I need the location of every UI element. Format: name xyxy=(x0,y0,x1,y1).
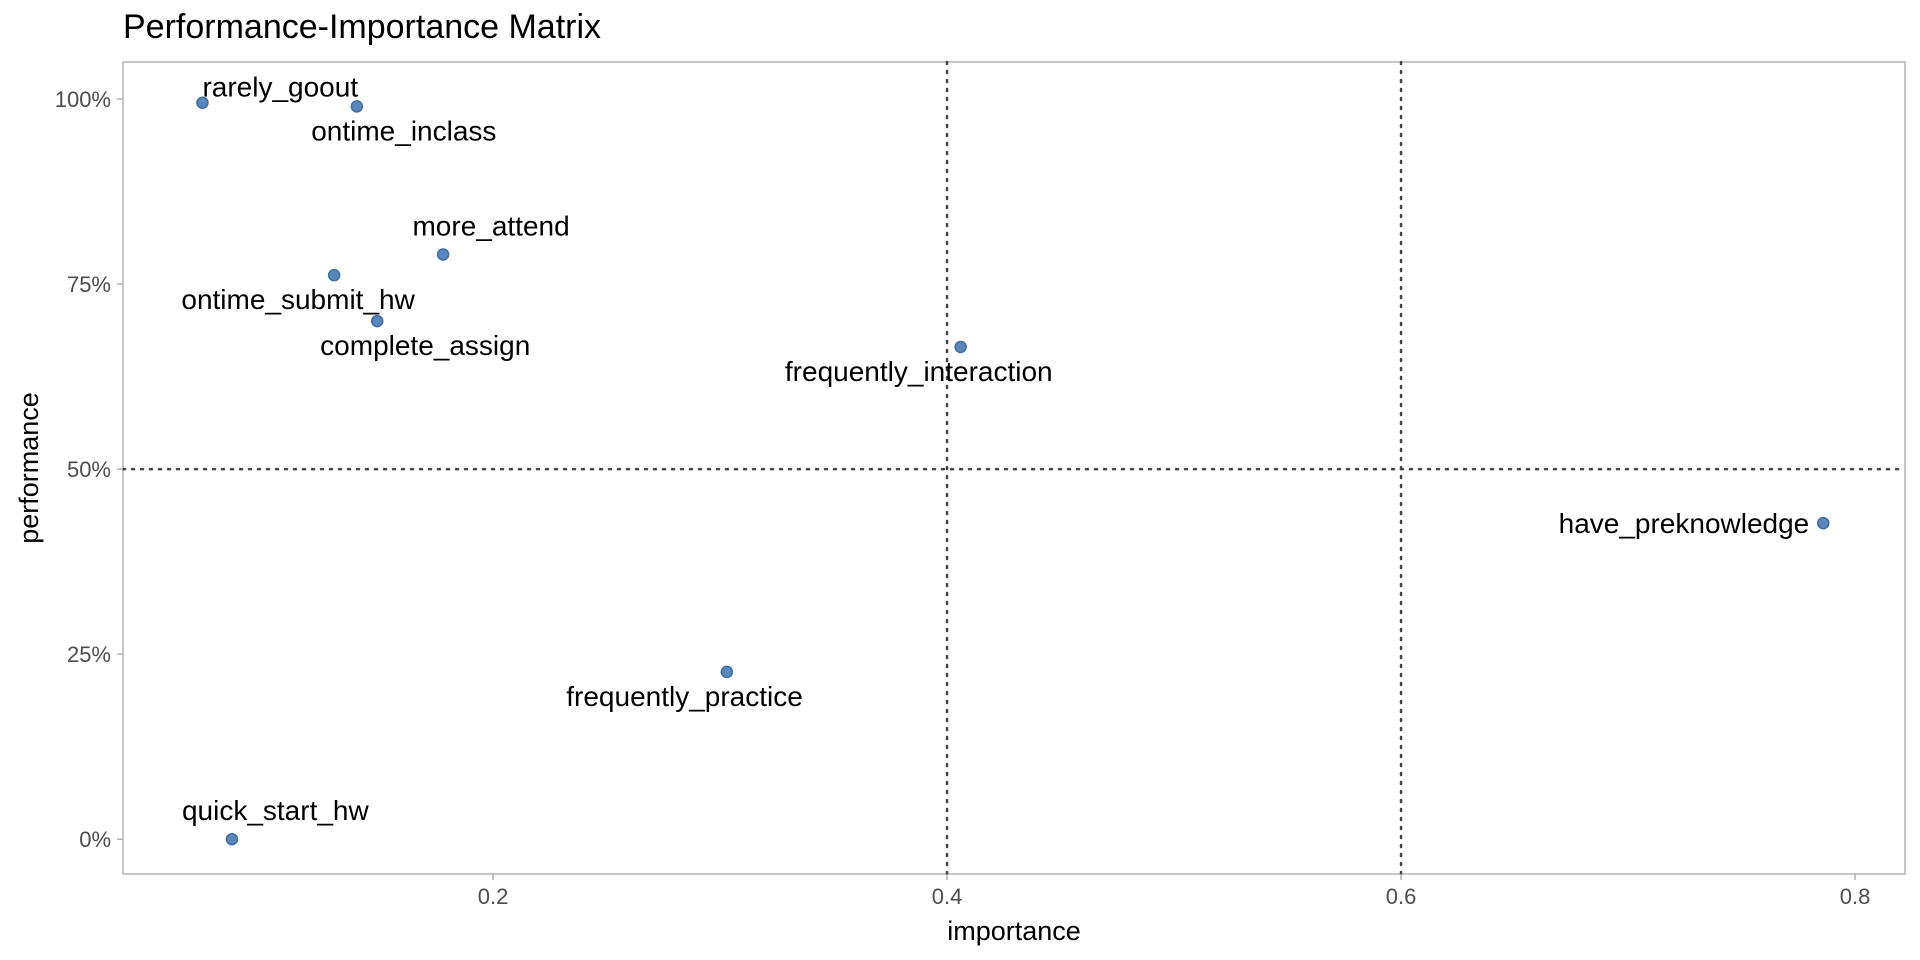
y-tick-label: 25% xyxy=(67,642,111,667)
y-tick-label: 100% xyxy=(55,87,111,112)
data-point xyxy=(720,665,734,679)
x-axis: 0.2 0.4 0.6 0.8 xyxy=(478,874,1871,909)
data-point xyxy=(370,314,384,328)
y-axis-title: performance xyxy=(14,392,44,544)
y-axis: 0% 25% 50% 75% 100% xyxy=(55,87,123,852)
data-label: rarely_goout xyxy=(202,72,358,103)
y-tick-label: 0% xyxy=(79,827,111,852)
y-tick-label: 50% xyxy=(67,457,111,482)
y-tick-label: 75% xyxy=(67,272,111,297)
data-point xyxy=(350,100,364,113)
x-tick-label: 0.8 xyxy=(1840,884,1871,909)
x-tick-label: 0.4 xyxy=(932,884,963,909)
data-point xyxy=(1817,516,1830,530)
data-label: ontime_submit_hw xyxy=(181,284,415,315)
data-point xyxy=(225,832,239,846)
data-label: complete_assign xyxy=(320,330,530,361)
data-label: have_preknowledge xyxy=(1559,508,1810,539)
data-label: more_attend xyxy=(412,210,569,241)
data-label: frequently_interaction xyxy=(785,356,1053,387)
x-tick-label: 0.2 xyxy=(478,884,509,909)
x-axis-title: importance xyxy=(947,916,1081,946)
data-point xyxy=(327,268,341,282)
x-tick-label: 0.6 xyxy=(1386,884,1417,909)
data-label: frequently_practice xyxy=(566,681,803,712)
data-points xyxy=(196,96,1830,846)
reference-lines xyxy=(121,60,1907,876)
data-labels: rarely_goout ontime_inclass more_attendont… xyxy=(181,72,1809,826)
data-label: ontime_inclass xyxy=(311,115,496,146)
data-point xyxy=(436,248,450,261)
data-point xyxy=(196,96,209,109)
chart-title: Performance-Importance Matrix xyxy=(123,8,601,46)
data-label: quick_start_hw xyxy=(182,795,370,826)
data-point xyxy=(954,340,967,354)
